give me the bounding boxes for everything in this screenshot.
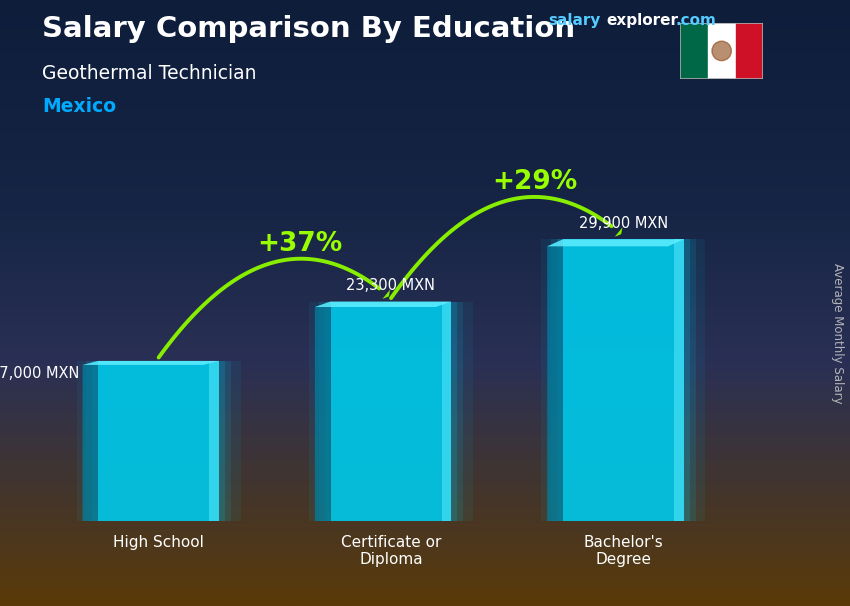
Bar [325, 302, 457, 521]
Bar [76, 361, 241, 521]
Text: .com: .com [676, 13, 717, 28]
Text: Mexico: Mexico [42, 97, 116, 116]
Bar [99, 361, 219, 521]
Text: Geothermal Technician: Geothermal Technician [42, 64, 257, 82]
Bar [708, 23, 735, 79]
Bar [735, 23, 763, 79]
Bar [209, 361, 219, 521]
Text: Average Monthly Salary: Average Monthly Salary [830, 263, 844, 404]
Text: +29%: +29% [492, 169, 578, 195]
Bar [442, 302, 451, 521]
Text: salary: salary [548, 13, 601, 28]
Bar [541, 239, 706, 521]
Bar [674, 239, 683, 521]
Bar [86, 361, 231, 521]
Bar [563, 239, 683, 521]
Bar [92, 361, 225, 521]
Bar [551, 239, 696, 521]
Text: 29,900 MXN: 29,900 MXN [579, 216, 668, 231]
Polygon shape [82, 361, 219, 365]
Text: 17,000 MXN: 17,000 MXN [0, 366, 80, 381]
Bar [319, 302, 463, 521]
Text: Bachelor's
Degree: Bachelor's Degree [583, 534, 663, 567]
Text: Salary Comparison By Education: Salary Comparison By Education [42, 15, 575, 43]
Bar [680, 23, 708, 79]
Polygon shape [547, 239, 563, 521]
Polygon shape [547, 239, 683, 247]
Text: explorer: explorer [606, 13, 678, 28]
Polygon shape [314, 302, 331, 521]
Polygon shape [314, 302, 451, 307]
Text: +37%: +37% [258, 231, 343, 257]
Bar [557, 239, 690, 521]
Text: Certificate or
Diploma: Certificate or Diploma [341, 534, 441, 567]
Bar [331, 302, 451, 521]
Text: 23,300 MXN: 23,300 MXN [347, 278, 435, 293]
Text: High School: High School [113, 534, 204, 550]
Bar [309, 302, 473, 521]
Circle shape [712, 41, 731, 61]
Polygon shape [82, 361, 99, 521]
